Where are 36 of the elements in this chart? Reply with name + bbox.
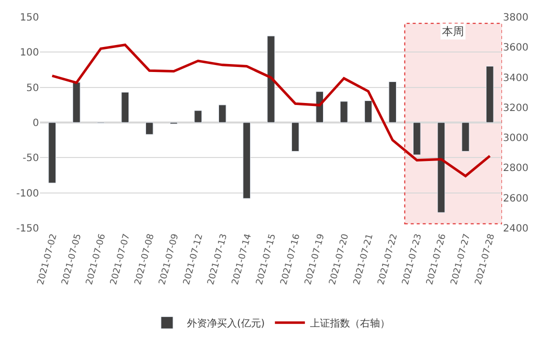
y-tick-label: -150 xyxy=(16,224,39,234)
legend-label: 上证指数（右轴） xyxy=(310,318,390,330)
y2-tick-label: 3200 xyxy=(503,102,528,114)
bar xyxy=(462,122,470,152)
bar xyxy=(121,92,129,123)
bar xyxy=(267,36,275,123)
y2-tick-label: 3800 xyxy=(503,12,528,24)
bar xyxy=(48,122,56,184)
bar xyxy=(72,82,80,123)
y-tick-label: 100 xyxy=(20,48,39,59)
bar xyxy=(242,122,251,199)
y2-tick-label: 2600 xyxy=(503,193,528,204)
bar xyxy=(388,81,396,123)
bar xyxy=(364,100,372,123)
bar xyxy=(146,122,154,135)
bar xyxy=(413,122,421,156)
bar xyxy=(340,101,348,123)
y2-tick-label: 3400 xyxy=(503,72,528,84)
y2-tick-label: 3600 xyxy=(503,42,528,54)
bar xyxy=(437,122,446,213)
y-tick-label: 150 xyxy=(20,12,39,24)
legend-label: 外资净买入(亿元) xyxy=(187,318,265,330)
y2-tick-label: 3000 xyxy=(503,133,528,144)
y-tick-label: -100 xyxy=(16,188,39,200)
y-tick-label: -50 xyxy=(22,153,39,164)
y2-tick-label: 2800 xyxy=(503,163,528,174)
y-tick-label: 0 xyxy=(32,118,39,129)
bar xyxy=(194,110,202,123)
band-label: 本周 xyxy=(442,25,464,38)
line-series xyxy=(50,44,492,178)
bar xyxy=(316,91,324,123)
y2-tick-label: 2400 xyxy=(503,224,528,234)
bar xyxy=(218,104,226,123)
bar xyxy=(291,122,300,152)
bar xyxy=(486,66,494,123)
y-tick-label: 50 xyxy=(26,82,39,94)
